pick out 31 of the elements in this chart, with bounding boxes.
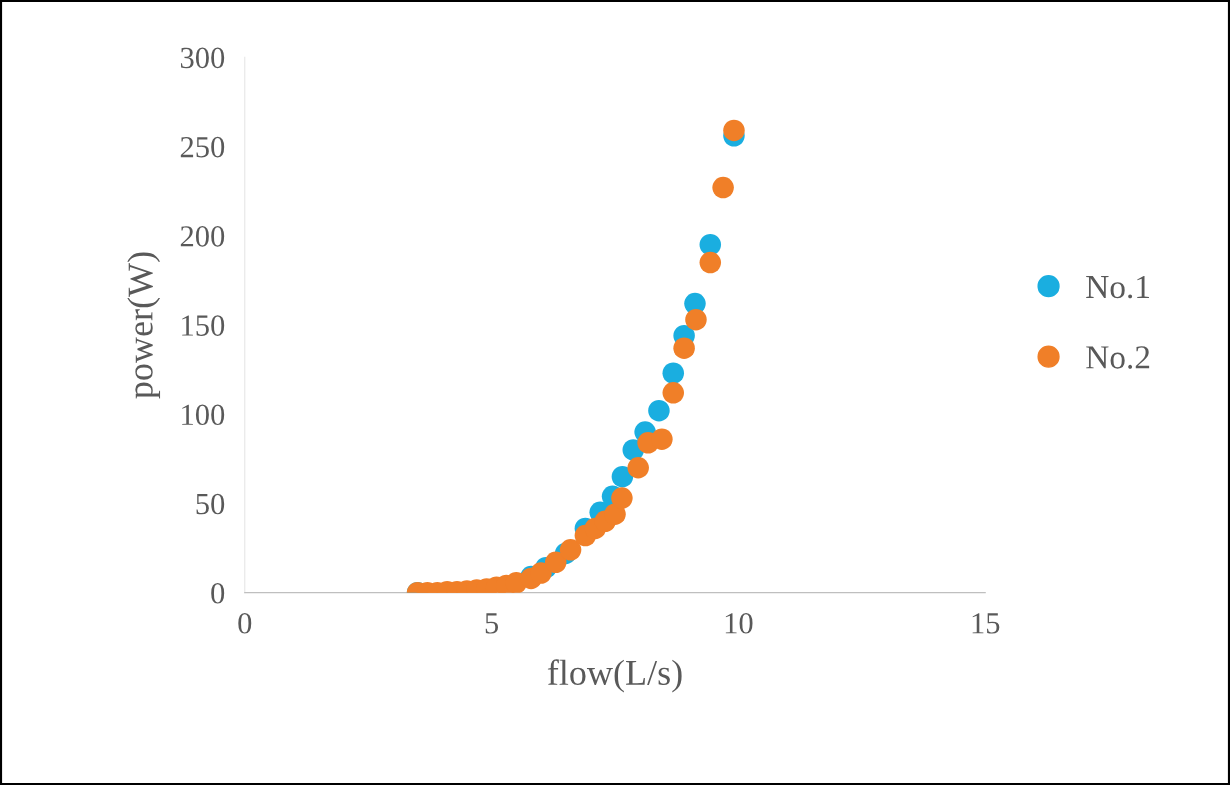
point [530,562,552,584]
point [673,337,695,359]
x-tick-label: 15 [972,613,1000,634]
y-axis-title: power(W) [127,252,161,399]
point [611,487,633,509]
point [627,457,649,479]
y-tick-label: 200 [180,226,225,247]
y-tick-label: 300 [180,47,225,69]
x-tick-label: 10 [725,613,753,634]
point [648,399,670,422]
y-tick-label: 100 [182,404,225,426]
x-axis-title: flow(L/s) [547,659,682,693]
point [662,362,685,384]
point [723,119,745,142]
point [611,465,634,488]
legend-label: No.2 [1086,346,1150,369]
point [699,233,722,256]
point [559,539,582,561]
x-tick-label: 0 [238,613,252,634]
point [662,382,685,404]
point [712,176,734,199]
point [699,251,722,274]
y-tick-label: 250 [180,136,225,158]
y-tick-label: 0 [211,582,225,604]
point [685,308,707,331]
legend-label: No.1 [1086,275,1149,299]
y-tick-label: 150 [182,315,225,336]
y-tick-label: 50 [196,493,225,515]
point [651,428,673,450]
x-tick-label: 5 [485,613,499,634]
point [545,551,567,574]
